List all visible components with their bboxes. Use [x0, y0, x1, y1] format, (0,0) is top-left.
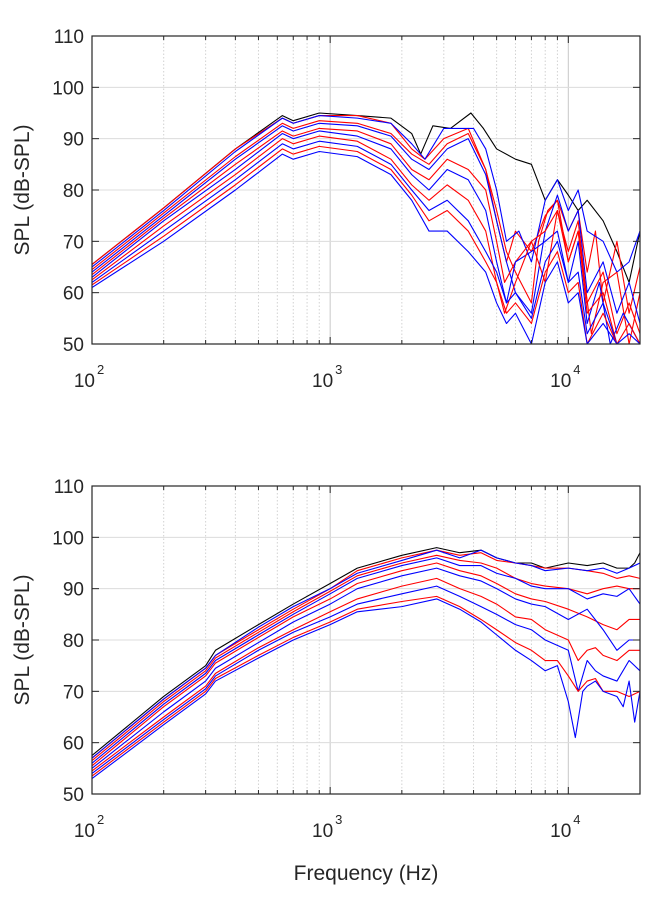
x-tick-exponent: 3: [335, 362, 342, 377]
y-tick-label: 80: [63, 631, 84, 652]
series-line: [92, 115, 640, 273]
x-tick-label: 10: [74, 371, 95, 392]
x-tick-exponent: 3: [335, 812, 342, 827]
series-line: [92, 140, 640, 344]
y-tick-label: 90: [63, 580, 84, 601]
series-line: [92, 112, 640, 283]
y-tick-label: 50: [63, 785, 84, 806]
x-tick-label: 10: [74, 821, 95, 842]
y-tick-label: 110: [54, 27, 84, 48]
y-tick-label: 70: [63, 232, 84, 253]
x-tick-label: 10: [312, 821, 333, 842]
x-tick-label: 10: [550, 821, 571, 842]
series-line: [92, 585, 640, 774]
y-tick-label: 50: [63, 335, 84, 356]
y-tick-label: 70: [63, 682, 84, 703]
y-tick-label: 100: [52, 528, 84, 549]
series-line: [92, 130, 640, 344]
x-tick-exponent: 4: [573, 812, 580, 827]
series-line: [92, 598, 640, 780]
y-tick-label: 100: [52, 78, 84, 99]
y-tick-label: 60: [63, 734, 84, 755]
x-tick-exponent: 4: [573, 362, 580, 377]
series-line: [92, 135, 640, 344]
series-line: [92, 562, 640, 767]
series-line: [92, 127, 640, 335]
series-line: [92, 567, 640, 769]
y-tick-label: 90: [63, 130, 84, 151]
series-line: [92, 557, 640, 764]
y-tick-label: 60: [63, 284, 84, 305]
y-axis-label: SPL (dB-SPL): [11, 574, 34, 705]
series-line: [92, 554, 640, 762]
series-line: [92, 577, 640, 772]
x-tick-exponent: 2: [97, 362, 104, 377]
x-tick-exponent: 2: [97, 812, 104, 827]
x-tick-label: 10: [312, 371, 333, 392]
series-line: [92, 549, 640, 759]
y-tick-label: 80: [63, 181, 84, 202]
x-axis-label: Frequency (Hz): [294, 862, 439, 885]
series-line: [92, 595, 640, 777]
y-tick-label: 110: [54, 477, 84, 498]
series-line: [92, 122, 640, 324]
series-line: [92, 150, 640, 344]
x-tick-label: 10: [550, 371, 571, 392]
y-axis-label: SPL (dB-SPL): [11, 124, 34, 255]
